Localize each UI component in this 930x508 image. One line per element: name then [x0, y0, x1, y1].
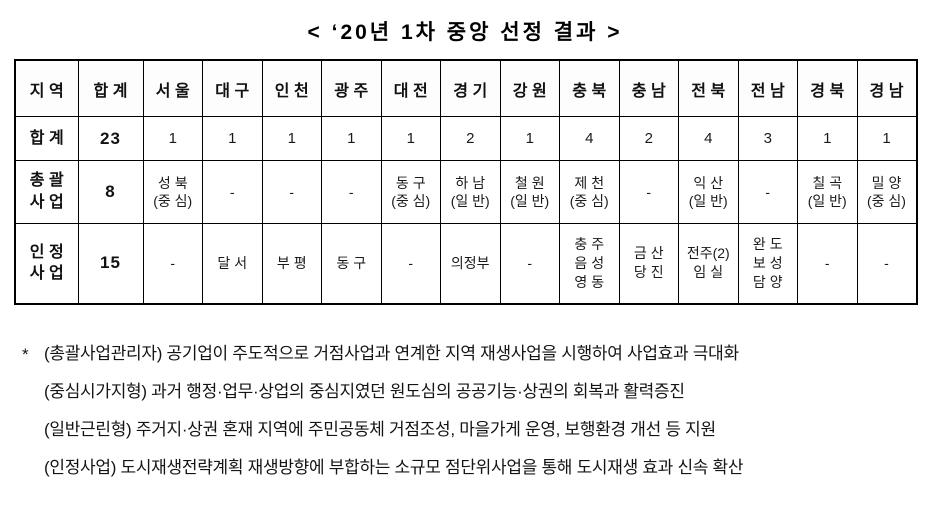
cell: 전주(2) 임 실	[678, 223, 739, 304]
cell: 1	[142, 116, 203, 161]
footnote-text: (총괄사업관리자) 공기업이 주도적으로 거점사업과 연계한 지역 재생사업을 …	[44, 343, 739, 363]
cell: 1	[499, 116, 560, 161]
cell: -	[856, 223, 917, 304]
cell: 성 북 (중 심)	[142, 160, 203, 224]
col-header-daejeon: 대 전	[380, 59, 441, 117]
row-label-master-project: 총 괄 사 업	[14, 160, 79, 224]
cell: 동 구 (중 심)	[380, 160, 441, 224]
cell: 철 원 (일 반)	[499, 160, 560, 224]
footnotes: * (총괄사업관리자) 공기업이 주도적으로 거점사업과 연계한 지역 재생사업…	[22, 335, 922, 487]
col-header-gyeongbuk: 경 북	[797, 59, 858, 117]
page-title: < ‘20년 1차 중앙 선정 결과 >	[307, 21, 623, 44]
footnote-line: (인정사업) 도시재생전략계획 재생방향에 부합하는 소규모 점단위사업을 통해…	[44, 449, 922, 487]
table-row-total: 합 계 23 1 1 1 1 1 2 1 4 2 4 3 1 1	[14, 116, 917, 161]
footnote-text: (인정사업) 도시재생전략계획 재생방향에 부합하는 소규모 점단위사업을 통해…	[44, 457, 744, 477]
cell: 칠 곡 (일 반)	[797, 160, 858, 224]
cell: 완 도 보 성 담 양	[737, 223, 798, 304]
col-header-region: 지 역	[14, 59, 79, 117]
cell: 2	[440, 116, 501, 161]
row-label-total: 합 계	[14, 116, 79, 161]
col-header-gyeongnam: 경 남	[856, 59, 917, 117]
cell: 동 구	[321, 223, 382, 304]
footnote-line: (중심시가지형) 과거 행정·업무·상업의 중심지였던 원도심의 공공기능·상권…	[44, 373, 922, 411]
cell: 하 남 (일 반)	[440, 160, 501, 224]
cell: 충 주 음 성 영 동	[559, 223, 620, 304]
cell: 4	[559, 116, 620, 161]
col-header-jeonnam: 전 남	[737, 59, 798, 117]
cell: 23	[77, 116, 144, 161]
col-header-chungnam: 충 남	[618, 59, 679, 117]
table-row-master-project: 총 괄 사 업 8 성 북 (중 심) - - - 동 구 (중 심) 하 남 …	[14, 160, 917, 224]
footnote-marker: *	[22, 344, 29, 364]
footnote-line: (일반근린형) 주거지·상권 혼재 지역에 주민공동체 거점조성, 마을가게 운…	[44, 411, 922, 449]
cell: 밀 양 (중 심)	[856, 160, 917, 224]
header-row: 지 역 합 계 서 울 대 구 인 천 광 주 대 전 경 기 강 원 충 북 …	[14, 59, 917, 117]
cell: -	[202, 160, 263, 224]
cell: -	[321, 160, 382, 224]
cell: -	[261, 160, 322, 224]
col-header-gyeonggi: 경 기	[440, 59, 501, 117]
table-row-recognized-project: 인 정 사 업 15 - 달 서 부 평 동 구 - 의정부 - 충 주 음 성…	[14, 223, 917, 304]
cell: 2	[618, 116, 679, 161]
cell: 15	[77, 223, 144, 304]
cell: -	[499, 223, 560, 304]
cell: 1	[202, 116, 263, 161]
col-header-daegu: 대 구	[202, 59, 263, 117]
footnote-text: (중심시가지형) 과거 행정·업무·상업의 중심지였던 원도심의 공공기능·상권…	[44, 381, 685, 401]
col-header-jeonbuk: 전 북	[678, 59, 739, 117]
selection-result-table: 지 역 합 계 서 울 대 구 인 천 광 주 대 전 경 기 강 원 충 북 …	[14, 59, 918, 305]
col-header-seoul: 서 울	[142, 59, 203, 117]
cell: 의정부	[440, 223, 501, 304]
cell: -	[737, 160, 798, 224]
col-header-chungbuk: 충 북	[559, 59, 620, 117]
cell: -	[797, 223, 858, 304]
cell: 익 산 (일 반)	[678, 160, 739, 224]
footnote-line: * (총괄사업관리자) 공기업이 주도적으로 거점사업과 연계한 지역 재생사업…	[22, 335, 922, 373]
cell: -	[618, 160, 679, 224]
row-label-recognized-project: 인 정 사 업	[14, 223, 79, 304]
cell: 제 천 (중 심)	[559, 160, 620, 224]
cell: 1	[380, 116, 441, 161]
col-header-gwangju: 광 주	[321, 59, 382, 117]
cell: -	[380, 223, 441, 304]
cell: 8	[77, 160, 144, 224]
col-header-total: 합 계	[77, 59, 144, 117]
col-header-incheon: 인 천	[261, 59, 322, 117]
cell: 1	[321, 116, 382, 161]
cell: 부 평	[261, 223, 322, 304]
cell: 1	[797, 116, 858, 161]
cell: 4	[678, 116, 739, 161]
cell: 달 서	[202, 223, 263, 304]
cell: 1	[261, 116, 322, 161]
cell: 금 산 당 진	[618, 223, 679, 304]
cell: -	[142, 223, 203, 304]
col-header-gangwon: 강 원	[499, 59, 560, 117]
cell: 1	[856, 116, 917, 161]
footnote-text: (일반근린형) 주거지·상권 혼재 지역에 주민공동체 거점조성, 마을가게 운…	[44, 419, 716, 439]
cell: 3	[737, 116, 798, 161]
